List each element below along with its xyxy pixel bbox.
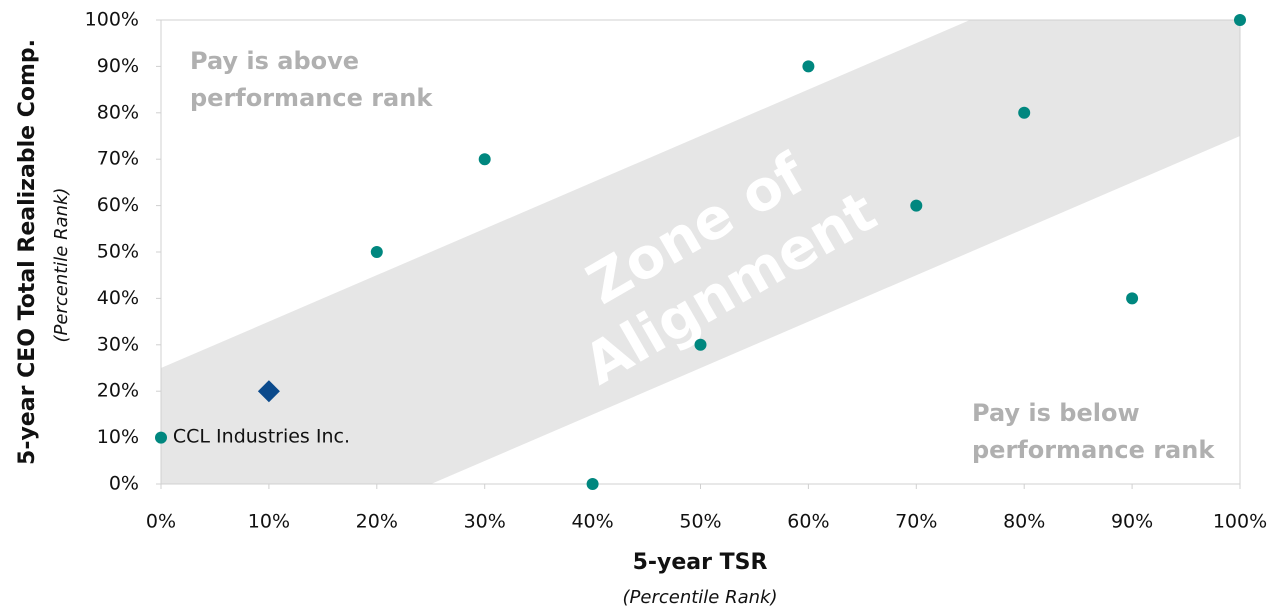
y-axis-subtitle: (Percentile Rank) — [51, 188, 72, 343]
peer-point — [478, 153, 491, 166]
y-tick-label: 20% — [97, 380, 139, 402]
y-tick-label: 10% — [97, 426, 139, 448]
peer-point — [155, 431, 167, 444]
y-tick-label: 70% — [97, 148, 139, 170]
y-tick-label: 100% — [85, 9, 139, 31]
peer-point — [586, 478, 599, 490]
peer-point — [802, 60, 815, 73]
peer-point — [370, 246, 383, 258]
x-tick-label: 0% — [146, 511, 176, 533]
y-tick-label: 30% — [97, 333, 139, 355]
y-tick-label: 40% — [97, 287, 139, 309]
above-label: performance rank — [190, 84, 433, 112]
peer-point — [1234, 14, 1246, 26]
x-axis-title: 5-year TSR — [633, 550, 768, 575]
x-tick-label: 100% — [1213, 511, 1267, 533]
x-tick-label: 20% — [356, 511, 398, 533]
x-tick-label: 70% — [895, 511, 937, 533]
y-tick-label: 60% — [97, 194, 139, 216]
y-tick-label: 80% — [97, 101, 139, 123]
y-axis-title: 5-year CEO Total Realizable Comp. — [15, 39, 40, 465]
alignment-zone — [161, 20, 1240, 484]
x-tick-label: 40% — [571, 511, 613, 533]
x-tick-label: 30% — [464, 511, 506, 533]
below-label: Pay is below — [972, 399, 1140, 427]
y-tick-label: 0% — [109, 473, 139, 495]
peer-point — [694, 338, 707, 351]
peer-point — [1126, 292, 1139, 305]
y-tick-label: 90% — [97, 55, 139, 77]
x-axis-subtitle: (Percentile Rank) — [623, 587, 778, 608]
x-tick-label: 80% — [1003, 511, 1045, 533]
peer-point — [1018, 106, 1031, 119]
x-tick-label: 50% — [679, 511, 721, 533]
peer-point — [910, 199, 923, 212]
below-label: performance rank — [972, 436, 1215, 464]
company-point — [257, 380, 280, 403]
x-tick-label: 10% — [248, 511, 290, 533]
y-tick-label: 50% — [97, 241, 139, 263]
x-tick-label: 90% — [1111, 511, 1153, 533]
above-label: Pay is above — [190, 47, 359, 75]
company-label: CCL Industries Inc. — [173, 426, 350, 448]
x-tick-label: 60% — [787, 511, 829, 533]
